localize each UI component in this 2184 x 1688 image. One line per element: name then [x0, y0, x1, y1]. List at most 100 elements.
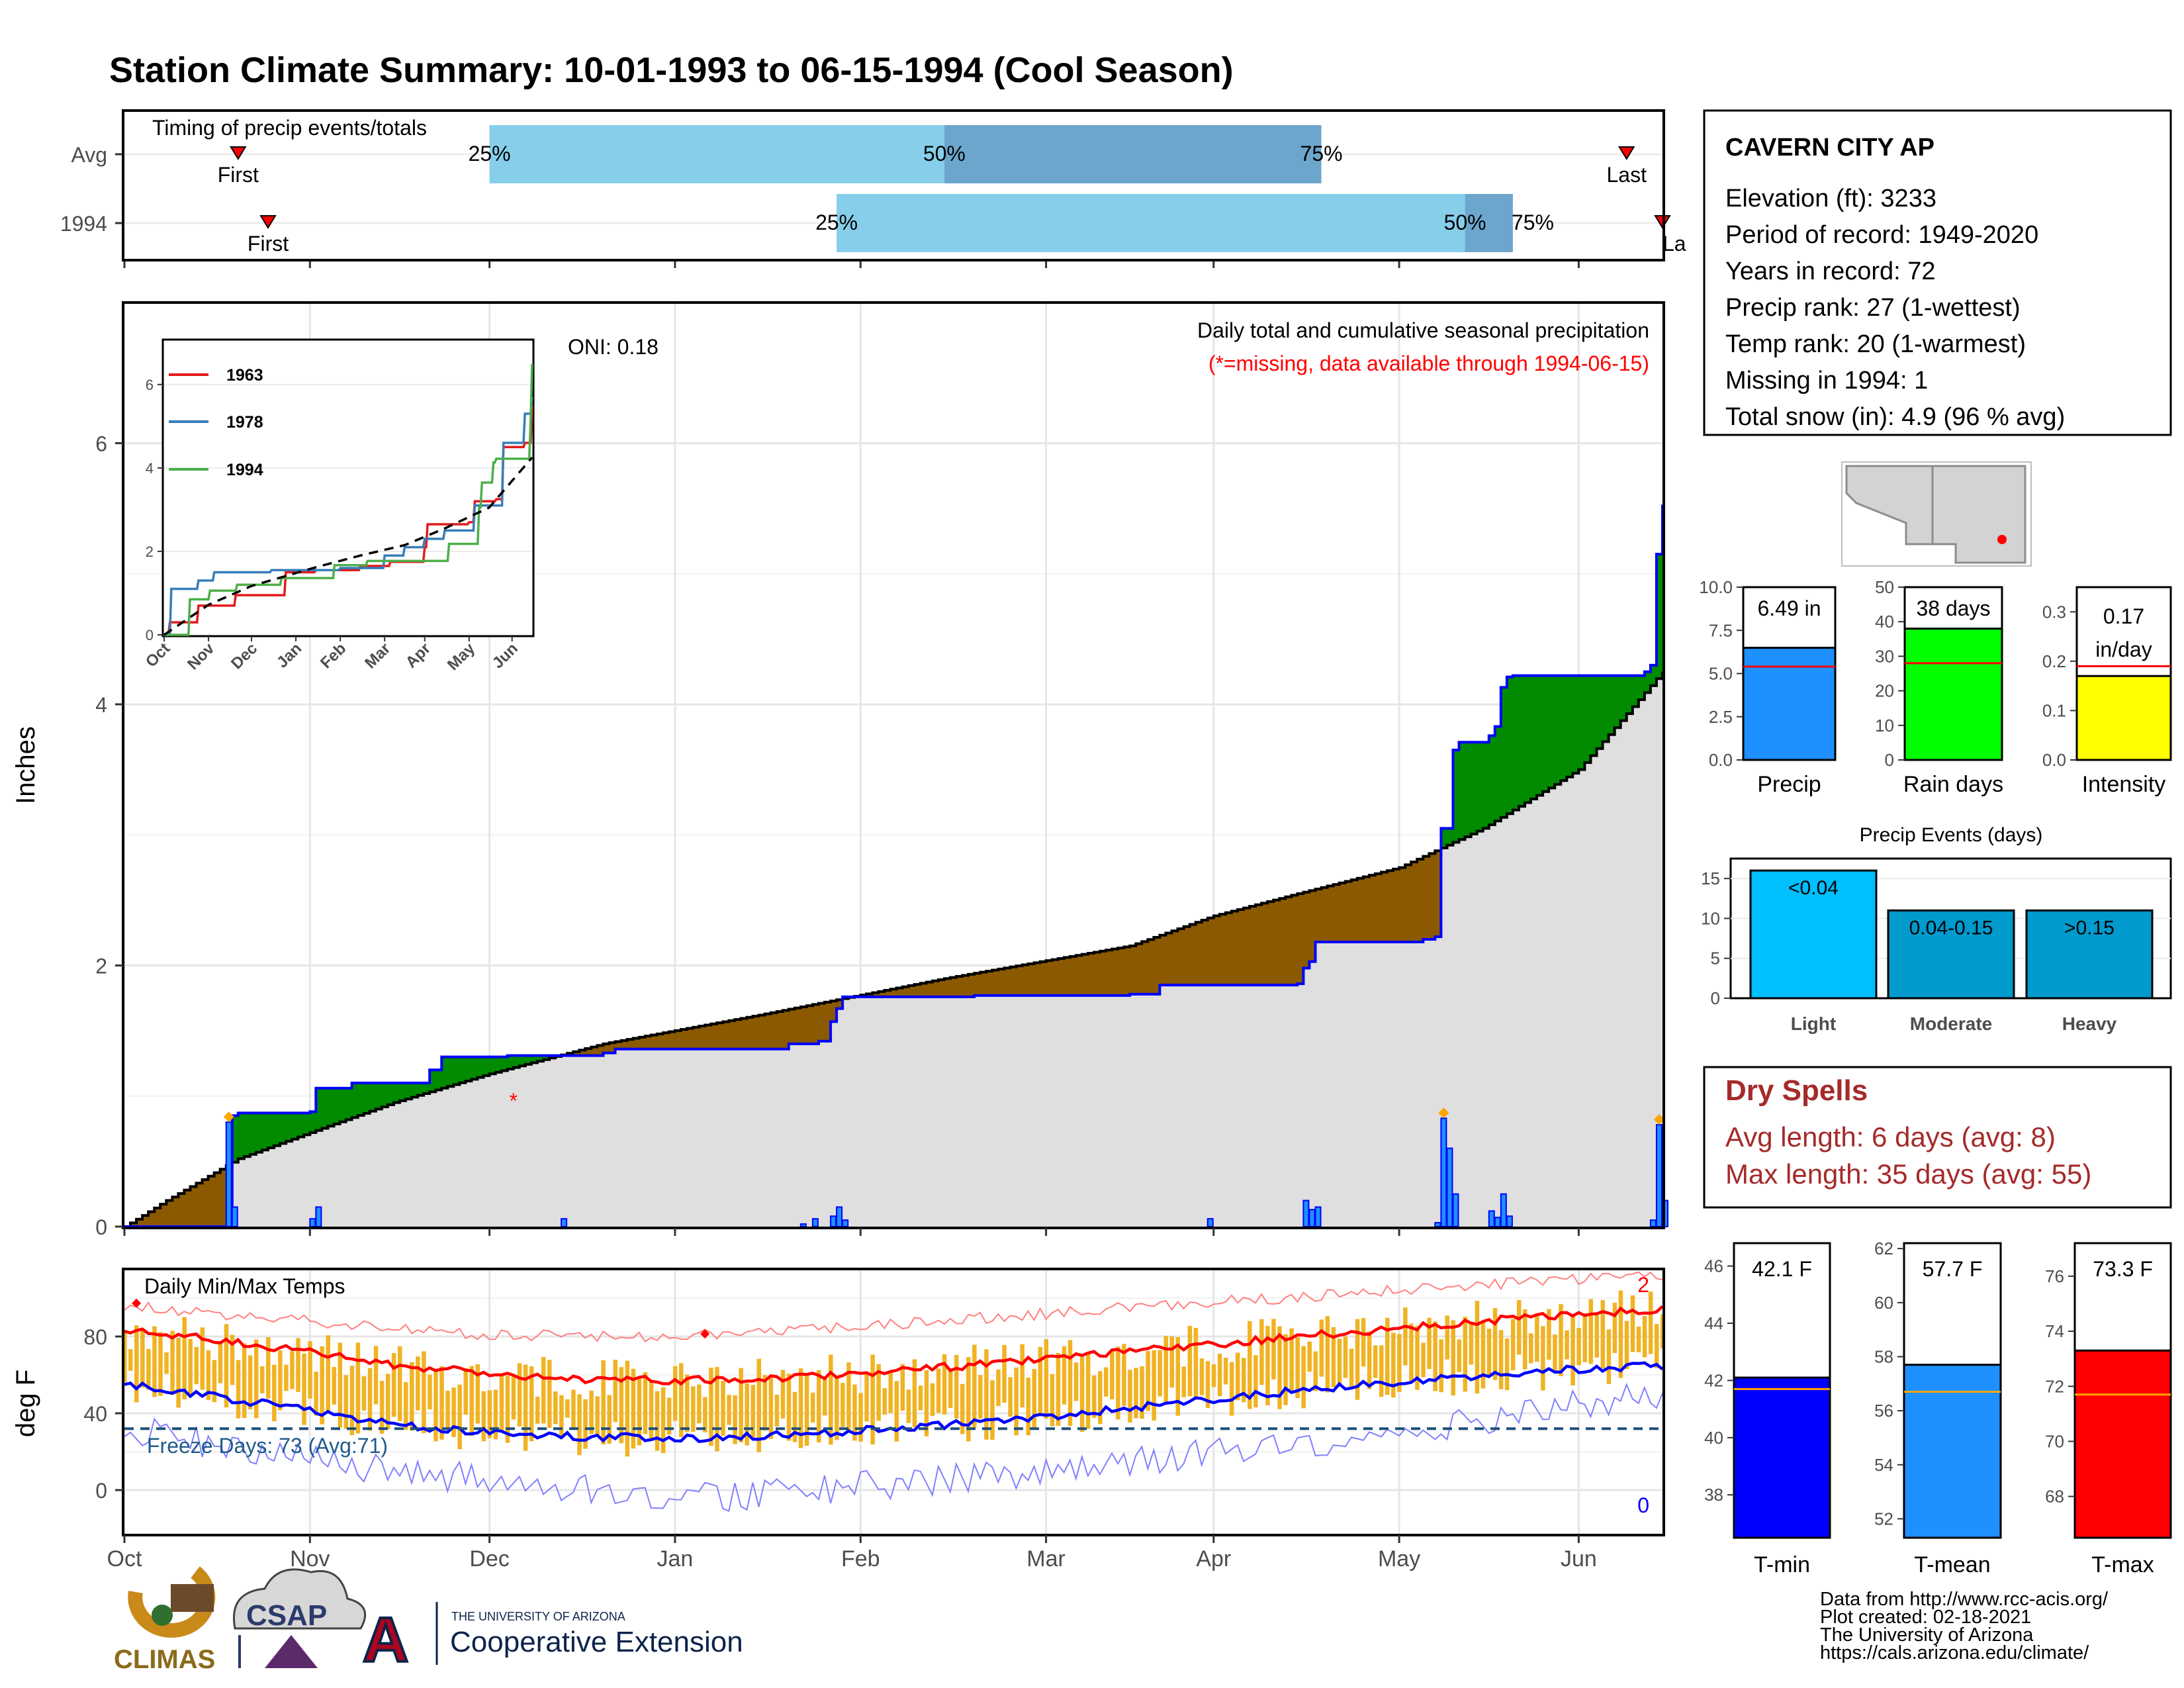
below-average-fill [136, 1219, 143, 1227]
below-average-fill [1273, 900, 1280, 986]
summary-bar-charts: 0.0 2.5 5.0 7.5 10.0 6.49 in Precip 0 10 20 30 40 50… [1699, 577, 2172, 797]
daily-temp-range-bar [1331, 1327, 1336, 1387]
above-average-fill [1482, 742, 1490, 829]
csap-logo: CSAP [233, 1568, 367, 1668]
daily-temp-range-bar [338, 1342, 343, 1428]
daily-temp-range-bar [571, 1389, 576, 1428]
heavy-event-marker [223, 1111, 234, 1123]
below-average-fill [884, 990, 891, 997]
above-average-fill [345, 1088, 353, 1120]
daily-temp-range-bar [1337, 1338, 1342, 1387]
daily-temp-range-bar [894, 1381, 899, 1442]
below-average-fill [1315, 889, 1322, 942]
above-average-fill [1494, 726, 1502, 821]
inset-line-average [163, 456, 533, 636]
daily-temp-range-bar [308, 1341, 312, 1399]
daily-temp-range-bar [960, 1383, 965, 1434]
daily-temp-range-bar [1570, 1315, 1575, 1386]
below-average-fill [1405, 865, 1412, 942]
below-average-fill [1081, 954, 1089, 996]
below-average-fill [1052, 959, 1059, 996]
below-average-fill [130, 1223, 137, 1227]
mini-ytick-label: 10 [1875, 716, 1894, 735]
daily-temp-range-bar [218, 1342, 223, 1383]
timing-p25-label: 25% [469, 142, 511, 165]
below-average-fill [980, 972, 987, 996]
temp-bar-ytick-label: 60 [1874, 1293, 1893, 1313]
daily-temp-range-bar [990, 1380, 995, 1440]
below-average-fill [878, 991, 886, 997]
daily-temp-range-bar [128, 1349, 133, 1371]
below-average-fill [1369, 875, 1376, 942]
daily-temp-range-bar [565, 1399, 570, 1418]
below-average-fill [639, 1037, 646, 1049]
month-label: Jan [657, 1546, 694, 1571]
temp-ylabel: deg F [11, 1370, 40, 1437]
daily-temp-range-bar [613, 1360, 618, 1423]
events-bar-2 [2025, 909, 2154, 1000]
below-average-fill [866, 994, 873, 997]
daily-temp-range-bar [768, 1378, 774, 1439]
record-low-count: 0 [1637, 1493, 1649, 1517]
below-average-fill [1237, 909, 1244, 986]
daily-temp-range-bar [1588, 1299, 1593, 1364]
credit-line-4: https://cals.arizona.edu/climate/ [1820, 1642, 2089, 1664]
above-average-fill [1465, 742, 1472, 837]
below-average-fill [585, 1049, 592, 1056]
daily-temp-range-bar [332, 1367, 336, 1405]
above-average-fill [255, 1113, 263, 1152]
below-average-fill [1189, 924, 1197, 986]
daily-temp-range-bar [1002, 1344, 1007, 1403]
daily-temp-range-bar [751, 1385, 755, 1440]
mini-bar-name-0: Precip [1757, 772, 1821, 797]
below-average-fill [837, 1000, 843, 1009]
above-average-fill [387, 1083, 394, 1105]
below-average-fill [1393, 868, 1400, 942]
precip-ytick-label: 6 [95, 432, 107, 456]
above-average-fill [418, 1083, 424, 1096]
daily-temp-range-bar [122, 1331, 127, 1382]
daily-temp-range-bar [367, 1368, 373, 1431]
dry-spells-frame [1703, 1066, 2172, 1209]
below-average-fill [680, 1029, 688, 1049]
daily-temp-range-bar [739, 1368, 743, 1443]
csap-logo-text: CSAP [246, 1599, 327, 1632]
month-label: May [1378, 1546, 1420, 1571]
below-average-fill [723, 1021, 729, 1049]
below-average-fill [914, 984, 921, 997]
temp-bar-ytick-label: 44 [1704, 1313, 1723, 1333]
daily-temp-range-bar [422, 1351, 426, 1434]
temp-bar-ytick-label: 42 [1704, 1370, 1723, 1390]
timing-panel-frame [122, 109, 1665, 261]
daily-temp-range-bar [1618, 1290, 1623, 1378]
temp-bar-ytick-label: 56 [1874, 1401, 1893, 1421]
daily-temp-range-bar [1457, 1339, 1462, 1372]
mini-ytick-label: 20 [1875, 681, 1894, 701]
above-average-fill [1441, 828, 1448, 848]
above-average-fill [399, 1083, 406, 1101]
daily-temp-range-bar [936, 1368, 941, 1413]
daily-precip-bar [830, 1215, 837, 1227]
daily-temp-range-bar [1032, 1369, 1037, 1430]
month-label: Mar [1026, 1546, 1066, 1571]
daily-temp-range-bar [1020, 1344, 1024, 1408]
below-average-fill [818, 1003, 825, 1041]
daily-temp-range-bar [140, 1329, 145, 1387]
mini-ytick-label: 0.0 [1709, 750, 1733, 770]
below-average-fill [1093, 952, 1101, 996]
daily-temp-range-bar [385, 1374, 390, 1430]
university-of-arizona-logo: A THE UNIVERSITY OF ARIZONA Cooperative … [361, 1602, 743, 1677]
daily-temp-range-bar [1361, 1318, 1366, 1367]
below-average-fill [1160, 935, 1167, 986]
legend-label-1963: 1963 [226, 366, 263, 385]
below-average-fill [806, 1006, 813, 1044]
daily-temp-range-bar [320, 1346, 324, 1425]
daily-temp-range-bar [1199, 1358, 1205, 1395]
below-average-fill [645, 1036, 652, 1049]
below-average-fill [1099, 951, 1107, 996]
temp-bar-ytick-label: 70 [2045, 1431, 2064, 1451]
above-average-fill [1596, 675, 1604, 749]
below-average-fill [1399, 867, 1406, 942]
below-average-fill [1069, 956, 1077, 996]
daily-temp-range-bar [391, 1352, 396, 1417]
